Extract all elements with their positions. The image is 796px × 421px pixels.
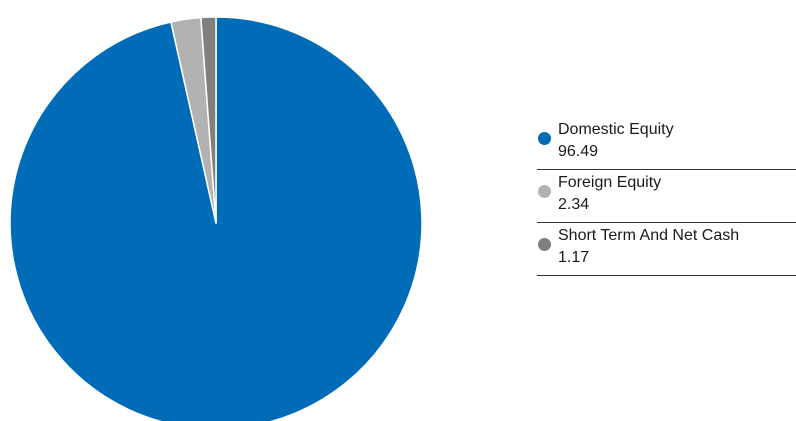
legend-item-domestic-equity: Domestic Equity 96.49 bbox=[537, 117, 796, 170]
legend-item-foreign-equity: Foreign Equity 2.34 bbox=[537, 170, 796, 223]
legend-marker-short-term-and-net-cash bbox=[538, 238, 551, 251]
pie-chart bbox=[9, 16, 423, 421]
legend-value: 96.49 bbox=[558, 143, 599, 160]
legend: Domestic Equity 96.49 Foreign Equity 2.3… bbox=[537, 117, 796, 276]
legend-marker-domestic-equity bbox=[538, 132, 551, 145]
legend-value: 2.34 bbox=[558, 196, 590, 213]
legend-label: Foreign Equity bbox=[558, 174, 662, 191]
legend-label: Short Term And Net Cash bbox=[558, 227, 740, 244]
legend-marker-foreign-equity bbox=[538, 185, 551, 198]
legend-value: 1.17 bbox=[558, 249, 590, 266]
legend-item-short-term-and-net-cash: Short Term And Net Cash 1.17 bbox=[537, 223, 796, 276]
legend-label: Domestic Equity bbox=[558, 121, 674, 138]
pie-slice-short-term-and-net-cash bbox=[200, 16, 217, 224]
